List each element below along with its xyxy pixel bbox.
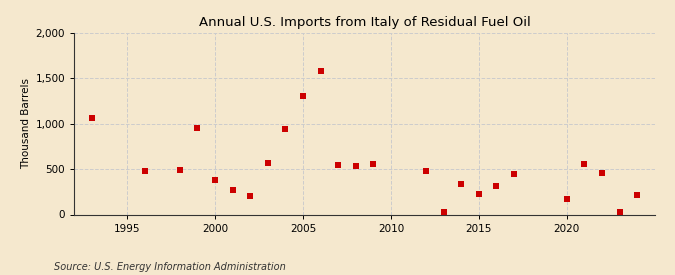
Point [509, 172, 520, 176]
Title: Annual U.S. Imports from Italy of Residual Fuel Oil: Annual U.S. Imports from Italy of Residu… [198, 16, 531, 29]
Point [245, 194, 256, 199]
Point [350, 164, 361, 169]
Point [174, 168, 185, 172]
Point [333, 163, 344, 168]
Point [298, 94, 308, 98]
Point [473, 191, 484, 196]
Point [263, 161, 273, 165]
Point [632, 192, 643, 197]
Point [562, 197, 572, 201]
Point [192, 126, 202, 131]
Point [139, 169, 150, 173]
Point [280, 127, 291, 131]
Point [597, 170, 608, 175]
Point [579, 161, 590, 166]
Point [315, 69, 326, 73]
Point [368, 161, 379, 166]
Y-axis label: Thousand Barrels: Thousand Barrels [22, 78, 32, 169]
Point [421, 169, 431, 173]
Point [456, 182, 466, 186]
Point [86, 116, 97, 120]
Point [438, 210, 449, 214]
Point [491, 184, 502, 189]
Point [209, 178, 220, 182]
Point [614, 210, 625, 214]
Text: Source: U.S. Energy Information Administration: Source: U.S. Energy Information Administ… [54, 262, 286, 272]
Point [227, 188, 238, 192]
